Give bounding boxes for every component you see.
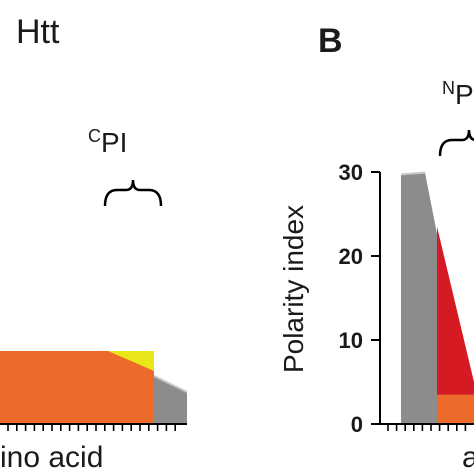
- panel-b-series-orange: [437, 394, 474, 424]
- panel-b-x-axis-label: a: [462, 441, 474, 474]
- panel-b-y-tick-label: 0: [351, 412, 363, 437]
- panel-b-bracket-label: NP: [442, 78, 474, 110]
- panel-b-letter: B: [318, 22, 343, 60]
- panel-b-series-gray-edge: [400, 171, 426, 176]
- panel-b-x-ticks: [387, 424, 467, 431]
- panel-a-bracket-text: PI: [101, 127, 127, 158]
- panel-a-x-axis-label: ino acid: [0, 441, 103, 474]
- panel-a-bracket-superscript: C: [88, 126, 101, 146]
- panel-b-bracket-text: P: [455, 79, 474, 110]
- panel-b-y-tick-label: 10: [339, 328, 363, 353]
- panel-a-x-ticks: [7, 424, 176, 431]
- panel-a-series-orange: [0, 351, 154, 424]
- panel-a-plot-area: [0, 351, 188, 424]
- panel-b-plot-area: [400, 171, 474, 424]
- panel-b-y-tick-label: 30: [339, 160, 363, 185]
- panel-b-bracket: [438, 129, 474, 157]
- panel-b-bracket-superscript: N: [442, 78, 455, 98]
- panel-a-bracket: [103, 179, 163, 207]
- panel-a-series-gray-edge: [153, 375, 188, 393]
- panel-b-y-tick-label: 20: [339, 244, 363, 269]
- panel-a-title: Htt: [16, 13, 60, 51]
- panel-b-y-axis-label: Polarity index: [278, 205, 309, 373]
- panel-b-y-ticks: 0 10 20 30: [339, 160, 380, 437]
- panel-a-bracket-label: CPI: [88, 126, 127, 158]
- panel-b-series-red: [437, 226, 474, 424]
